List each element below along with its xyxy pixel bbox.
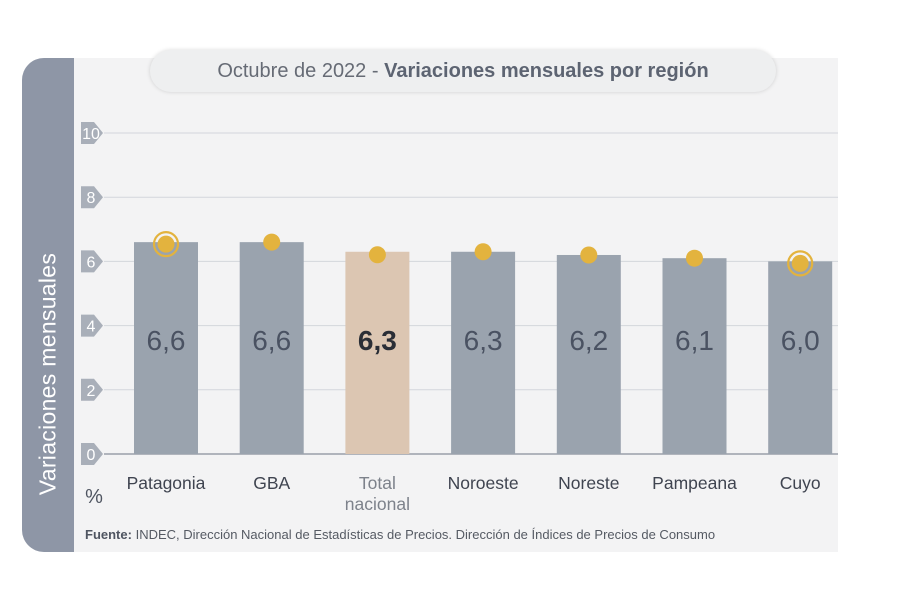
- marker-dot: [686, 249, 703, 267]
- category-label: Noroeste: [448, 473, 519, 493]
- bar-value-label: 6,6: [252, 325, 291, 356]
- title-part1: Octubre de 2022: [217, 59, 367, 82]
- y-tick-marker: [81, 122, 103, 144]
- y-tick-marker: [81, 378, 103, 401]
- y-tick-marker: [81, 186, 103, 209]
- bar-value-label: 6,3: [464, 325, 503, 356]
- source-note: Fuente: INDEC, Dirección Nacional de Est…: [85, 527, 838, 542]
- marker-ring: [152, 231, 180, 258]
- marker-dot: [368, 246, 386, 264]
- marker-dot: [157, 235, 175, 253]
- y-tick-label: 6: [87, 254, 96, 271]
- category-label: nacional: [345, 494, 410, 514]
- category-label: Total: [359, 473, 396, 493]
- title-part2: Variaciones mensuales por región: [384, 59, 709, 82]
- category-label: Cuyo: [780, 473, 821, 493]
- marker-dot: [791, 254, 809, 272]
- bar-value-label: 6,2: [569, 325, 608, 356]
- y-tick-marker: [81, 314, 103, 337]
- side-band: Variaciones mensuales: [22, 58, 74, 552]
- y-tick-label: 4: [87, 319, 96, 336]
- bar: [239, 242, 304, 454]
- bar-value-label: 6,3: [358, 325, 397, 356]
- bar-value-label: 6,0: [781, 325, 820, 356]
- title-separator: -: [366, 59, 385, 82]
- y-tick-label: 10: [82, 126, 100, 143]
- bar: [134, 242, 198, 454]
- bar: [662, 258, 727, 454]
- marker-ring: [787, 250, 814, 277]
- source-label: Fuente:: [85, 527, 132, 542]
- marker-dot: [580, 246, 598, 264]
- source-text: INDEC, Dirección Nacional de Estadística…: [135, 527, 716, 542]
- marker-dot: [263, 233, 281, 251]
- bar: [556, 254, 621, 454]
- bar: [451, 251, 516, 454]
- marker-dot: [474, 243, 492, 261]
- category-label: Noreste: [558, 473, 619, 493]
- category-label: Pampeana: [652, 473, 737, 493]
- category-label: GBA: [253, 473, 290, 493]
- y-tick-label: 0: [87, 447, 96, 464]
- chart-title: Octubre de 2022 - Variaciones mensuales …: [150, 50, 776, 92]
- bar-value-label: 6,1: [675, 325, 714, 356]
- category-label: Patagonia: [127, 473, 206, 493]
- bar: [345, 251, 410, 454]
- y-tick-label: 8: [87, 190, 96, 207]
- bar-value-label: 6,6: [147, 325, 186, 356]
- bar: [768, 261, 833, 454]
- y-tick-marker: [81, 443, 103, 465]
- y-tick-label: 2: [87, 383, 96, 400]
- y-tick-marker: [81, 250, 103, 273]
- unit-label: %: [85, 486, 103, 508]
